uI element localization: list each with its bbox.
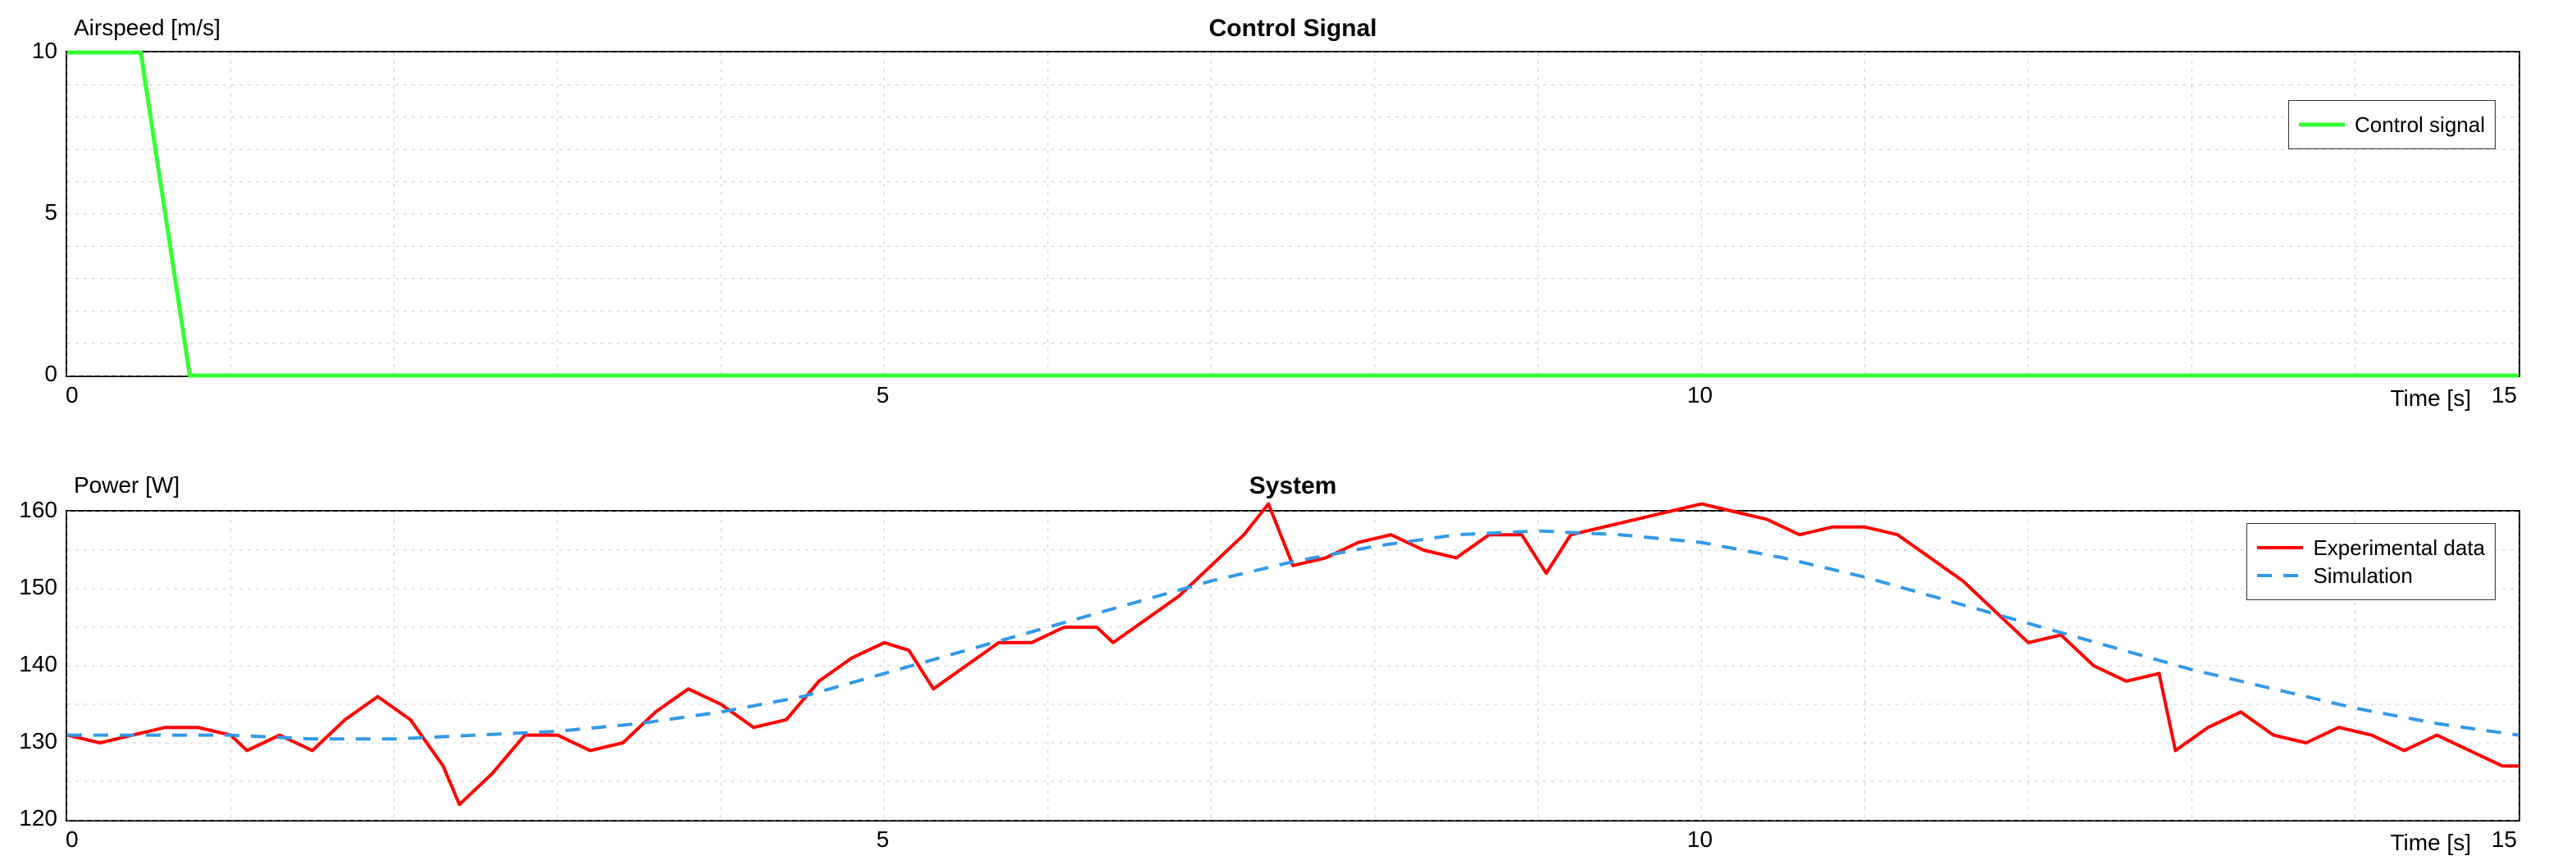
bottom-series-experimental: [67, 504, 2519, 805]
bottom-legend-item: Experimental data: [2257, 534, 2485, 562]
bottom-title: System: [1249, 472, 1337, 500]
top-x-tick-label: 5: [876, 382, 890, 408]
bottom-series-simulation: [67, 531, 2519, 740]
legend-label: Simulation: [2313, 563, 2412, 589]
bottom-legend: Experimental dataSimulation: [2246, 523, 2496, 600]
bottom-plot-area: [66, 510, 2520, 822]
bottom-y-tick-label: 140: [19, 651, 57, 677]
bottom-x-tick-label: 0: [66, 826, 79, 853]
bottom-y-tick-label: 130: [19, 728, 57, 754]
top-x-tick-label: 0: [66, 382, 79, 408]
top-x-tick-label: 15: [2492, 382, 2517, 408]
top-y-tick-label: 10: [32, 38, 57, 64]
top-legend: Control signal: [2288, 100, 2496, 149]
top-x-axis-label: Time [s]: [2390, 385, 2471, 412]
bottom-x-axis-label: Time [s]: [2390, 830, 2471, 856]
top-plot-area: [66, 51, 2520, 377]
bottom-y-axis-label: Power [W]: [74, 472, 180, 499]
bottom-y-tick-label: 150: [19, 574, 57, 600]
top-y-tick-label: 0: [44, 361, 57, 387]
legend-label: Control signal: [2355, 112, 2485, 138]
top-y-tick-label: 5: [44, 199, 57, 225]
bottom-y-tick-label: 160: [19, 497, 57, 523]
legend-label: Experimental data: [2313, 535, 2485, 561]
legend-swatch: [2299, 111, 2345, 139]
bottom-svg: [67, 512, 2519, 820]
top-title: Control Signal: [1209, 15, 1377, 43]
bottom-x-tick-label: 15: [2492, 826, 2517, 853]
top-svg: [67, 52, 2519, 376]
bottom-x-tick-label: 5: [876, 826, 890, 853]
top-legend-item: Control signal: [2299, 111, 2485, 139]
bottom-x-tick-label: 10: [1687, 826, 1713, 853]
legend-swatch: [2257, 534, 2303, 562]
top-x-tick-label: 10: [1687, 382, 1713, 408]
legend-swatch: [2257, 562, 2303, 590]
top-y-axis-label: Airspeed [m/s]: [74, 15, 221, 41]
bottom-legend-item: Simulation: [2257, 562, 2485, 590]
bottom-y-tick-label: 120: [19, 805, 57, 831]
